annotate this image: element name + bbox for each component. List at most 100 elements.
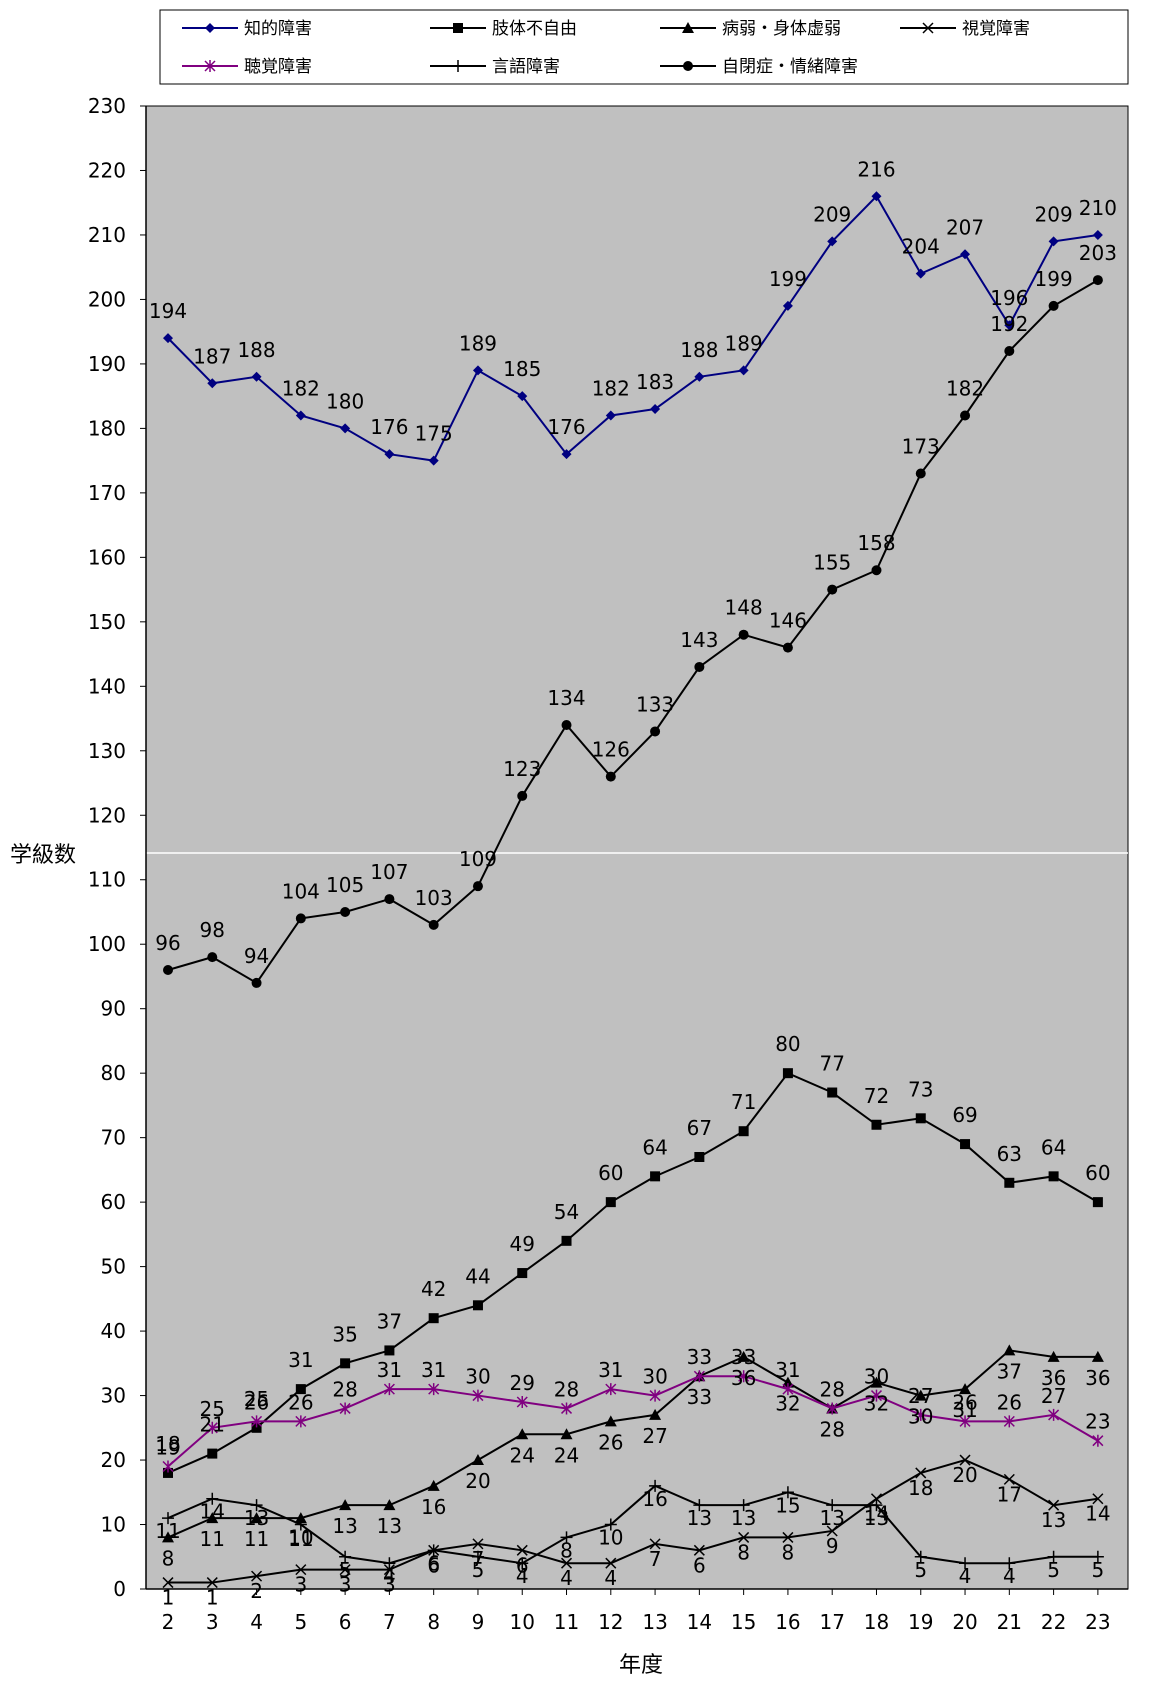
series-1-point [517, 391, 528, 402]
series-6-point [206, 1492, 219, 1505]
series-7-data-label: 103 [415, 886, 453, 910]
x-tick-label: 18 [864, 1610, 889, 1634]
series-2-data-label: 80 [775, 1032, 800, 1056]
series-2-data-label: 69 [952, 1103, 977, 1127]
series-4-data-label: 17 [997, 1482, 1022, 1506]
series-6-point [1003, 1557, 1016, 1570]
series-3-point [294, 1512, 307, 1524]
y-tick-label: 150 [88, 610, 126, 634]
legend-label: 病弱・身体虚弱 [722, 19, 841, 39]
series-1-data-label: 183 [636, 370, 674, 394]
series-3-point [1047, 1350, 1060, 1362]
series-4-data-label: 4 [560, 1566, 573, 1590]
x-tick-label: 22 [1041, 1610, 1066, 1634]
series-1-point [782, 300, 793, 311]
series-1-line [167, 194, 1099, 462]
series-5 [162, 1370, 1104, 1473]
series-5-data-label: 28 [819, 1377, 844, 1401]
series-1-point [561, 449, 572, 460]
x-tick-label: 10 [510, 1610, 535, 1634]
series-7-data-label: 105 [326, 873, 364, 897]
series-3-data-label: 36 [1041, 1366, 1066, 1390]
series-7-data-label: 96 [155, 931, 180, 955]
series-6-point [162, 1512, 174, 1525]
series-6-point [737, 1499, 750, 1512]
series-1-point [340, 423, 351, 434]
series-7-point [827, 584, 838, 595]
series-7-point [428, 919, 439, 930]
series-5-point [560, 1402, 573, 1415]
series-3-point [914, 1389, 927, 1401]
series-6-data-label: 4 [383, 1564, 396, 1588]
series-6-data-label: 4 [516, 1564, 529, 1588]
series-5-data-label: 28 [554, 1377, 579, 1401]
legend-item: 肢体不自由 [430, 19, 577, 39]
series-5-point [472, 1389, 484, 1402]
series-1-data-label: 182 [282, 376, 320, 400]
series-3-point [649, 1408, 662, 1420]
series-2-point [1048, 1171, 1059, 1182]
series-2-point [428, 1313, 439, 1324]
series-6-data-label: 13 [864, 1506, 889, 1530]
series-5-point [870, 1389, 883, 1402]
legend-item: 言語障害 [430, 57, 560, 77]
series-2-data-label: 54 [554, 1200, 579, 1224]
series-6-data-label: 11 [155, 1519, 180, 1543]
series-5-data-label: 30 [465, 1365, 490, 1389]
series-2-point [1004, 1177, 1015, 1188]
x-tick-label: 2 [162, 1610, 175, 1634]
series-7-data-label: 107 [370, 860, 408, 884]
series-3-point [870, 1376, 883, 1388]
legend-item: 知的障害 [182, 19, 312, 39]
series-1-point [428, 455, 439, 466]
series-3-point [471, 1454, 484, 1466]
series-2-data-label: 37 [377, 1309, 402, 1333]
x-tick-label: 11 [554, 1610, 579, 1634]
legend-label: 自閉症・情緒障害 [722, 57, 858, 77]
series-2-data-label: 67 [687, 1116, 712, 1140]
series-4-data-label: 3 [294, 1573, 307, 1597]
series-1-data-label: 194 [149, 299, 187, 323]
series-1-data-label: 175 [415, 422, 453, 446]
series-7-data-label: 173 [902, 435, 940, 459]
series-4-data-label: 14 [1085, 1502, 1110, 1526]
series-4-point [1003, 1473, 1015, 1485]
series-3-point [781, 1376, 794, 1388]
x-tick-label: 14 [687, 1610, 712, 1634]
series-6 [162, 1479, 1104, 1570]
legend-marker [922, 22, 934, 34]
series-4-data-label: 2 [250, 1579, 263, 1603]
series-2-point [163, 1467, 173, 1478]
series-5-point [1048, 1408, 1060, 1421]
series-5-point [1092, 1434, 1104, 1447]
series-4-data-label: 6 [427, 1553, 440, 1577]
series-3-data-label: 16 [421, 1495, 446, 1519]
y-tick-label: 60 [101, 1190, 126, 1214]
series-4-line [168, 1458, 1099, 1584]
series-2-point [738, 1126, 749, 1137]
series-1-point [960, 249, 971, 260]
x-tick-label: 20 [952, 1610, 977, 1634]
series-4-point [649, 1538, 661, 1550]
series-7-point [1092, 275, 1103, 286]
series-2 [163, 1068, 1103, 1478]
series-5-point [295, 1415, 307, 1428]
series-6-point [870, 1499, 883, 1512]
series-2-data-label: 35 [332, 1322, 357, 1346]
series-2-point [960, 1139, 971, 1150]
series-4-data-label: 20 [952, 1463, 977, 1487]
series-5-data-label: 23 [1085, 1410, 1110, 1434]
series-7-data-label: 199 [1035, 267, 1073, 291]
series-6-data-label: 13 [731, 1506, 756, 1530]
series-3-point [1003, 1344, 1016, 1356]
legend-marker [205, 23, 215, 33]
series-1-point [207, 378, 218, 389]
series-1-point [1004, 320, 1015, 331]
series-4-point [915, 1467, 927, 1479]
series-1-data-label: 188 [680, 338, 718, 362]
series-2-point [561, 1235, 572, 1246]
series-2-data-label: 21 [200, 1413, 225, 1437]
series-7-data-label: 182 [946, 376, 984, 400]
series-6-point [649, 1479, 662, 1492]
legend-marker [453, 23, 463, 33]
